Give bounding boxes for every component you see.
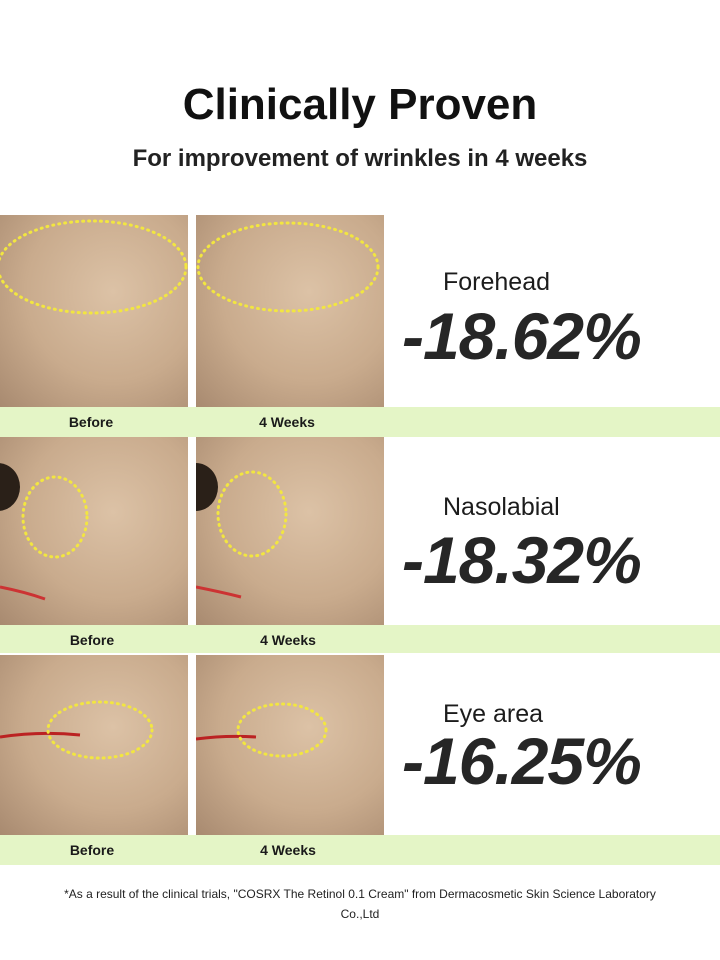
after-label: 4 Weeks — [260, 632, 316, 648]
eye-before-photo — [0, 655, 188, 835]
footnote: *As a result of the clinical trials, "CO… — [64, 887, 656, 921]
improvement-value: -16.25% — [402, 724, 642, 798]
label-band: Before 4 Weeks — [0, 625, 720, 653]
area-label: Eye area — [443, 700, 544, 728]
before-label: Before — [68, 414, 114, 430]
forehead-after-photo — [196, 215, 384, 407]
nasolabial-after-photo — [196, 437, 384, 625]
improvement-value: -18.32% — [402, 523, 642, 597]
label-band: Before 4 Weeks — [0, 835, 720, 865]
before-label: Before — [69, 842, 115, 858]
page-subtitle: For improvement of wrinkles in 4 weeks — [132, 145, 588, 172]
label-band: Before 4 Weeks — [0, 407, 720, 437]
improvement-value: -18.62% — [402, 299, 642, 373]
area-label: Nasolabial — [443, 493, 560, 521]
forehead-before-photo — [0, 215, 188, 407]
after-label: 4 Weeks — [260, 842, 316, 858]
page-title: Clinically Proven — [182, 80, 538, 129]
eye-after-photo — [196, 655, 384, 835]
after-label: 4 Weeks — [259, 414, 315, 430]
area-label: Forehead — [443, 268, 551, 296]
before-label: Before — [69, 632, 115, 648]
nasolabial-before-photo — [0, 437, 188, 625]
